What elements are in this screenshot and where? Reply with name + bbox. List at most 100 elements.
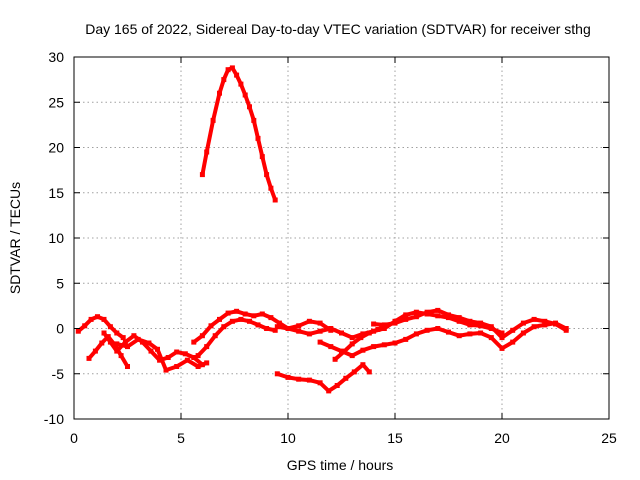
- y-tick-label: -10: [44, 411, 64, 427]
- data-point: [456, 318, 462, 324]
- data-point: [191, 355, 197, 360]
- chart-title: Day 165 of 2022, Sidereal Day-to-day VTE…: [85, 21, 591, 37]
- data-point: [366, 330, 372, 336]
- data-point: [88, 316, 94, 322]
- series-arc-5: [195, 316, 278, 359]
- data-point: [467, 318, 473, 324]
- data-point: [212, 333, 218, 339]
- series-line: [275, 362, 372, 393]
- data-point: [349, 341, 355, 347]
- data-point: [563, 327, 569, 333]
- data-point: [204, 149, 210, 155]
- data-point: [520, 320, 526, 326]
- data-point: [371, 344, 377, 350]
- data-point: [520, 330, 526, 336]
- data-point: [210, 117, 216, 123]
- data-point: [264, 172, 270, 178]
- data-point: [92, 348, 98, 354]
- data-point: [435, 307, 441, 313]
- data-point: [366, 369, 372, 375]
- data-point: [191, 339, 197, 345]
- data-point: [247, 104, 252, 110]
- data-point: [251, 313, 257, 319]
- series-arc-10: [317, 320, 569, 359]
- data-point: [148, 348, 154, 354]
- data-point: [478, 323, 484, 329]
- data-point: [413, 314, 419, 320]
- data-point: [107, 339, 113, 345]
- data-point: [225, 67, 231, 73]
- data-point: [82, 323, 88, 329]
- data-point: [478, 330, 484, 336]
- data-point: [306, 377, 312, 383]
- data-point: [135, 336, 141, 342]
- data-point: [499, 345, 505, 351]
- y-axis-label: SDTVAR / TECUs: [7, 182, 23, 294]
- data-point: [242, 311, 248, 317]
- data-point: [255, 322, 261, 328]
- data-point: [268, 185, 274, 191]
- data-point: [268, 315, 274, 321]
- data-point: [247, 318, 252, 324]
- data-point: [174, 364, 180, 369]
- data-point: [259, 311, 265, 317]
- data-point: [317, 339, 323, 345]
- axis-ticks: [73, 56, 610, 420]
- data-point: [381, 342, 387, 348]
- y-tick-label: 20: [48, 140, 64, 156]
- data-point: [424, 309, 430, 315]
- data-point: [95, 314, 100, 320]
- data-point: [195, 364, 201, 369]
- data-point: [125, 364, 130, 369]
- series-arc-1: [75, 314, 126, 341]
- data-point: [274, 324, 280, 330]
- data-point: [229, 318, 235, 324]
- data-point: [75, 328, 81, 334]
- y-tick-label: 25: [48, 94, 64, 110]
- data-point: [221, 77, 227, 83]
- series-arc-6: [191, 308, 334, 345]
- x-tick-label: 10: [280, 430, 296, 446]
- y-tick-label: 30: [48, 49, 64, 65]
- data-point: [456, 315, 462, 321]
- series-line: [200, 65, 278, 202]
- data-point: [86, 355, 92, 361]
- data-point: [531, 324, 537, 330]
- tick-labels: 0 5 10 15 20 25 -10 -5 0 5 10 15 20 25 30: [44, 49, 617, 446]
- data-point: [125, 344, 130, 350]
- data-point: [467, 322, 473, 328]
- data-point: [272, 197, 278, 203]
- data-point: [328, 344, 334, 350]
- data-point: [264, 326, 270, 331]
- data-point: [499, 330, 505, 336]
- data-point: [184, 357, 190, 363]
- data-point: [306, 318, 312, 324]
- x-tick-label: 25: [601, 430, 617, 446]
- data-point: [157, 357, 163, 363]
- data-point: [358, 335, 364, 341]
- data-point: [360, 331, 366, 337]
- series-arc-12: [332, 323, 389, 362]
- series-arc-3: [101, 330, 205, 368]
- data-point: [182, 351, 188, 357]
- data-point: [251, 117, 257, 123]
- data-point: [101, 316, 107, 322]
- data-point: [146, 340, 152, 346]
- data-point: [99, 340, 105, 346]
- data-series: [75, 65, 569, 394]
- x-tick-label: 0: [70, 430, 78, 446]
- y-tick-label: 5: [56, 275, 64, 291]
- data-point: [317, 380, 323, 386]
- data-point: [424, 327, 430, 333]
- data-point: [114, 330, 120, 336]
- series-line: [196, 317, 278, 358]
- x-axis-label: GPS time / hours: [287, 457, 394, 473]
- data-point: [349, 335, 355, 341]
- data-point: [413, 309, 419, 315]
- data-point: [285, 374, 291, 380]
- data-point: [334, 383, 340, 388]
- data-point: [360, 362, 366, 368]
- y-tick-label: -5: [52, 366, 65, 382]
- data-point: [413, 331, 419, 337]
- data-point: [456, 333, 462, 339]
